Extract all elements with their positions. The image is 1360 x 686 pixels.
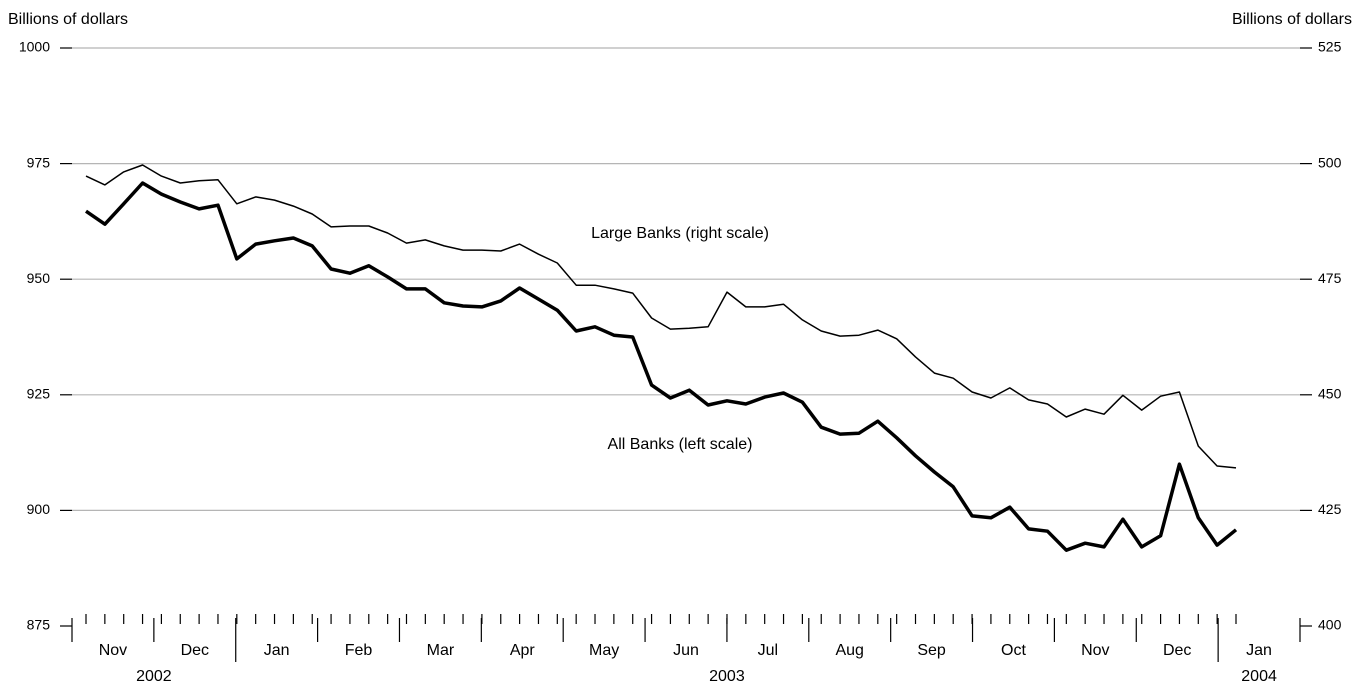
month-label: Jan [1246,642,1272,659]
y-tick-label: 1000 [19,39,50,55]
y-tick-label: 975 [27,154,51,170]
month-label: Feb [345,642,373,659]
month-label: Apr [510,642,536,659]
month-label: Oct [1001,642,1026,659]
month-label: Jan [264,642,290,659]
month-label: Dec [1163,642,1191,659]
series-line [85,164,1237,469]
year-label: 2002 [136,668,172,685]
month-label: Sep [917,642,946,659]
year-label: 2004 [1241,668,1277,685]
month-label: Jun [673,642,699,659]
y2-tick-label: 450 [1318,386,1342,402]
y-tick-label: 875 [27,617,51,633]
month-label: Aug [835,642,863,659]
month-label: Jul [758,642,778,659]
series-line [85,181,1238,552]
series-label: Large Banks (right scale) [591,225,769,242]
y-tick-label: 900 [27,501,51,517]
month-label: May [589,642,619,659]
y2-tick-label: 400 [1318,617,1342,633]
year-label: 2003 [709,668,745,685]
y2-tick-label: 500 [1318,154,1342,170]
y2-tick-label: 475 [1318,270,1342,286]
month-label: Dec [181,642,209,659]
y2-tick-label: 425 [1318,501,1342,517]
y-tick-label: 925 [27,386,51,402]
y-axis-label: Billions of dollars [8,11,128,28]
series-label: All Banks (left scale) [608,436,753,453]
month-label: Nov [1081,642,1109,659]
y2-tick-label: 525 [1318,39,1342,55]
y2-axis-label: Billions of dollars [1232,11,1352,28]
month-label: Mar [427,642,455,659]
month-label: Nov [99,642,127,659]
y-tick-label: 950 [27,270,51,286]
